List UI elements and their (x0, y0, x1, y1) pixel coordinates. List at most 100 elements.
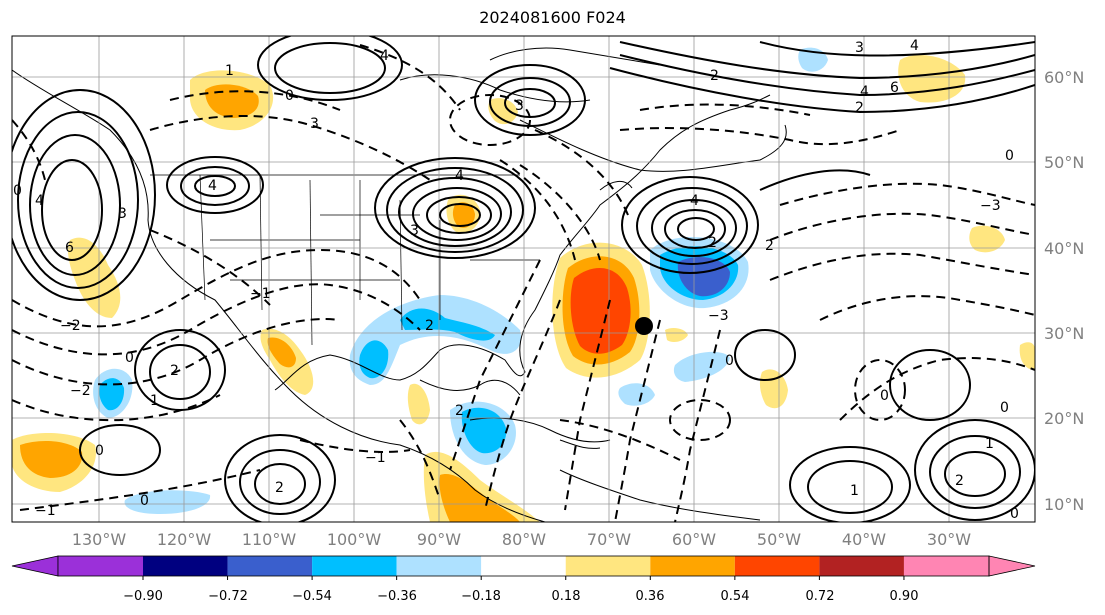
lat-label: 10°N (1044, 495, 1084, 514)
colorbar-segment (565, 556, 651, 576)
lat-label: 30°N (1044, 324, 1084, 343)
contour-label: 1 (850, 483, 859, 499)
lon-label: 60°W (672, 530, 716, 549)
cold-anomaly (618, 383, 655, 406)
warm-anomaly (488, 98, 518, 125)
colorbar-segment (734, 556, 820, 576)
contour-label: 6 (65, 240, 74, 256)
colorbar-extend-low (11, 555, 59, 577)
contour-label: −1 (250, 286, 271, 302)
contour-label: 4 (35, 193, 44, 209)
contour-label: 1 (150, 393, 159, 409)
contour-label: 1 (985, 436, 994, 452)
lon-label: 30°W (927, 530, 971, 549)
contour-label: 0 (1010, 506, 1019, 522)
colorbar-tick: 0.72 (806, 589, 835, 604)
lat-label: 40°N (1044, 239, 1084, 258)
lon-label: 120°W (157, 530, 212, 549)
lon-label: 90°W (417, 530, 461, 549)
cold-anomaly (349, 295, 521, 385)
colorbar-segment (819, 556, 904, 576)
colorbar-segment (481, 556, 566, 576)
colorbar-ticks: −0.90 −0.72 −0.54 −0.36 −0.18 0.18 0.36 … (123, 589, 918, 604)
contour-label: 0 (125, 350, 134, 366)
contour-label: 4 (690, 193, 699, 209)
contour-label: 2 (455, 403, 464, 419)
contour-label: −3 (980, 198, 1001, 214)
contour-label: 2 (955, 473, 964, 489)
contour-label: 2 (425, 318, 434, 334)
contour-label: 0 (95, 443, 104, 459)
colorbar-tick: 0.54 (721, 589, 750, 604)
warm-anomaly (267, 337, 296, 368)
warm-anomaly (1019, 342, 1035, 370)
colorbar-tick: −0.72 (208, 589, 248, 604)
warm-anomaly (20, 440, 83, 478)
warm-anomaly (407, 383, 430, 425)
lon-label: 110°W (242, 530, 297, 549)
contour-label: −2 (60, 318, 81, 334)
cold-anomaly (124, 490, 211, 514)
colorbar-tick: −0.90 (123, 589, 163, 604)
colorbar-tick: −0.18 (461, 589, 501, 604)
lon-label: 80°W (502, 530, 546, 549)
contour-label: 2 (855, 100, 864, 116)
colorbar-segment (58, 556, 143, 576)
contour-label: 4 (455, 168, 464, 184)
colorbar-segment (650, 556, 735, 576)
cold-anomaly (99, 378, 125, 411)
contour-label: 2 (708, 235, 717, 251)
lon-label: 70°W (587, 530, 631, 549)
colorbar-tick: 0.36 (636, 589, 665, 604)
contour-label: 4 (380, 48, 389, 64)
cold-anomaly (400, 308, 495, 341)
lon-label: 50°W (757, 530, 801, 549)
colorbar-tick: 0.18 (552, 589, 581, 604)
contour-label: 2 (710, 68, 719, 84)
graticule (12, 36, 1035, 522)
lon-label: 130°W (72, 530, 127, 549)
warm-anomaly (898, 55, 966, 103)
state-borders (150, 174, 540, 346)
lon-label: 100°W (327, 530, 382, 549)
map-border (11, 35, 1036, 523)
contour-label: −1 (365, 450, 386, 466)
contour-label: 4 (860, 84, 869, 100)
latitude-labels: 60°N 50°N 40°N 30°N 20°N 10°N (1044, 68, 1084, 514)
lat-label: 20°N (1044, 409, 1084, 428)
contour-label: 4 (208, 178, 217, 194)
contour-label: 2 (275, 480, 284, 496)
contour-label: 3 (515, 98, 524, 114)
warm-anomaly (452, 202, 475, 228)
lat-label: 60°N (1044, 68, 1084, 87)
cold-anomaly (673, 351, 730, 382)
lat-label: 50°N (1044, 153, 1084, 172)
contour-label: 0 (1000, 400, 1009, 416)
warm-anomaly (665, 327, 688, 343)
dashed-contours (12, 44, 1035, 522)
contour-label: 6 (890, 80, 899, 96)
longitude-labels: 130°W 120°W 110°W 100°W 90°W 80°W 70°W 6… (72, 530, 971, 549)
contour-label: 3 (310, 116, 319, 132)
storm-center-marker (635, 317, 653, 335)
colorbar-segment (396, 556, 482, 576)
contour-label: 0 (880, 388, 889, 404)
lon-label: 40°W (842, 530, 886, 549)
contour-label: −1 (35, 503, 56, 519)
colorbar-segment (143, 556, 228, 576)
contour-label: 0 (140, 493, 149, 509)
warm-anomaly (969, 225, 1005, 253)
contour-label: 3 (118, 206, 127, 222)
contour-label: 2 (170, 363, 179, 379)
contour-label: −3 (708, 308, 729, 324)
contour-label: 1 (225, 63, 234, 79)
map-title: 2024081600 F024 (479, 8, 626, 27)
colorbar-tick: −0.54 (292, 589, 332, 604)
colorbar-tick: 0.90 (890, 589, 919, 604)
colorbar-segment (903, 556, 989, 576)
contour-label: 0 (13, 183, 22, 199)
warm-anomaly (570, 267, 631, 354)
contour-label: 0 (285, 88, 294, 104)
contour-label: 0 (1005, 148, 1014, 164)
